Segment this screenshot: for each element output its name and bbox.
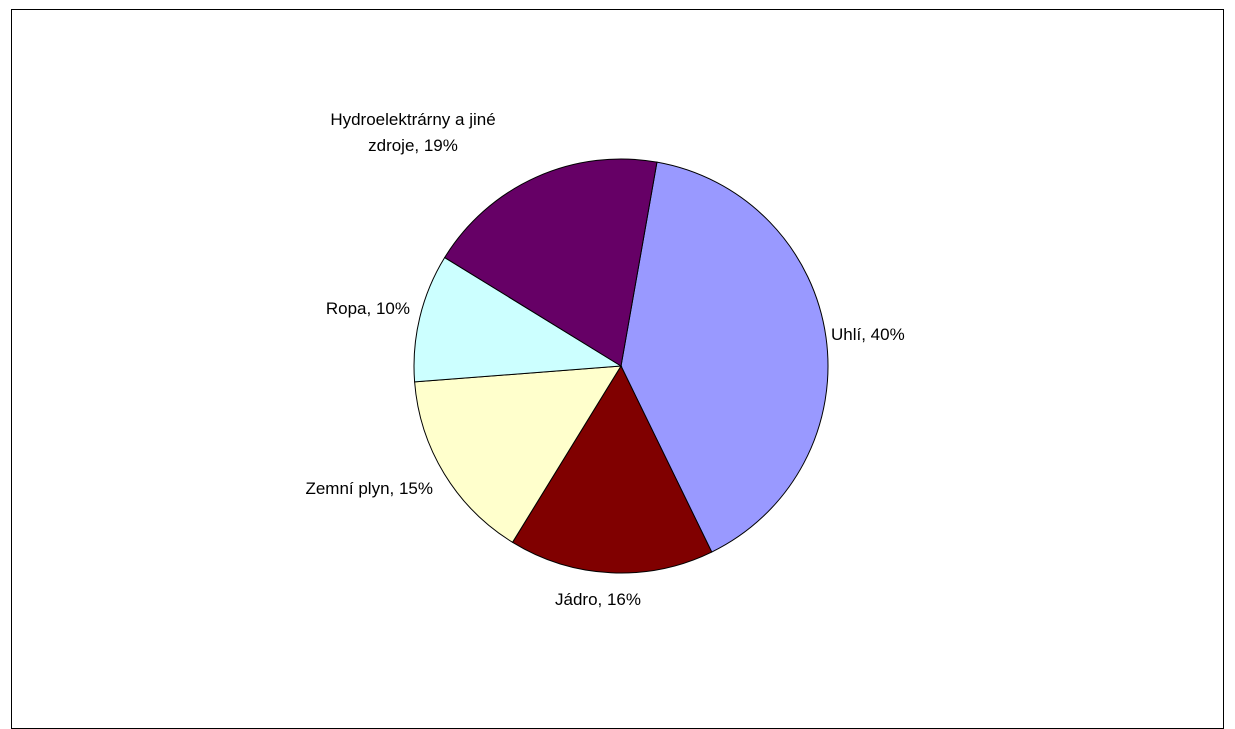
chart-frame: Uhlí, 40% Jádro, 16% Zemní plyn, 15% Ropa, … [11,9,1224,729]
slice-label-0: Uhlí, 40% [831,325,905,344]
slice-label-4-line-0: Hydroelektrárny a jiné [330,110,495,129]
pie-labels: Uhlí, 40% Jádro, 16% Zemní plyn, 15% Ropa, … [305,110,904,609]
pie-slice-1 [511,364,713,574]
slice-label-3: Ropa, 10% [326,299,410,318]
pie-chart: Uhlí, 40% Jádro, 16% Zemní plyn, 15% Ropa, … [305,110,904,609]
slice-label-4-line-1: zdroje, 19% [368,136,458,155]
slice-label-1: Jádro, 16% [555,590,641,609]
slice-label-2: Zemní plyn, 15% [305,479,433,498]
pie-slice-3 [413,256,623,383]
pie-slice-0 [620,161,829,553]
pie-slices [413,158,829,574]
pie-slice-4 [444,158,658,367]
pie-slice-2 [414,365,622,543]
